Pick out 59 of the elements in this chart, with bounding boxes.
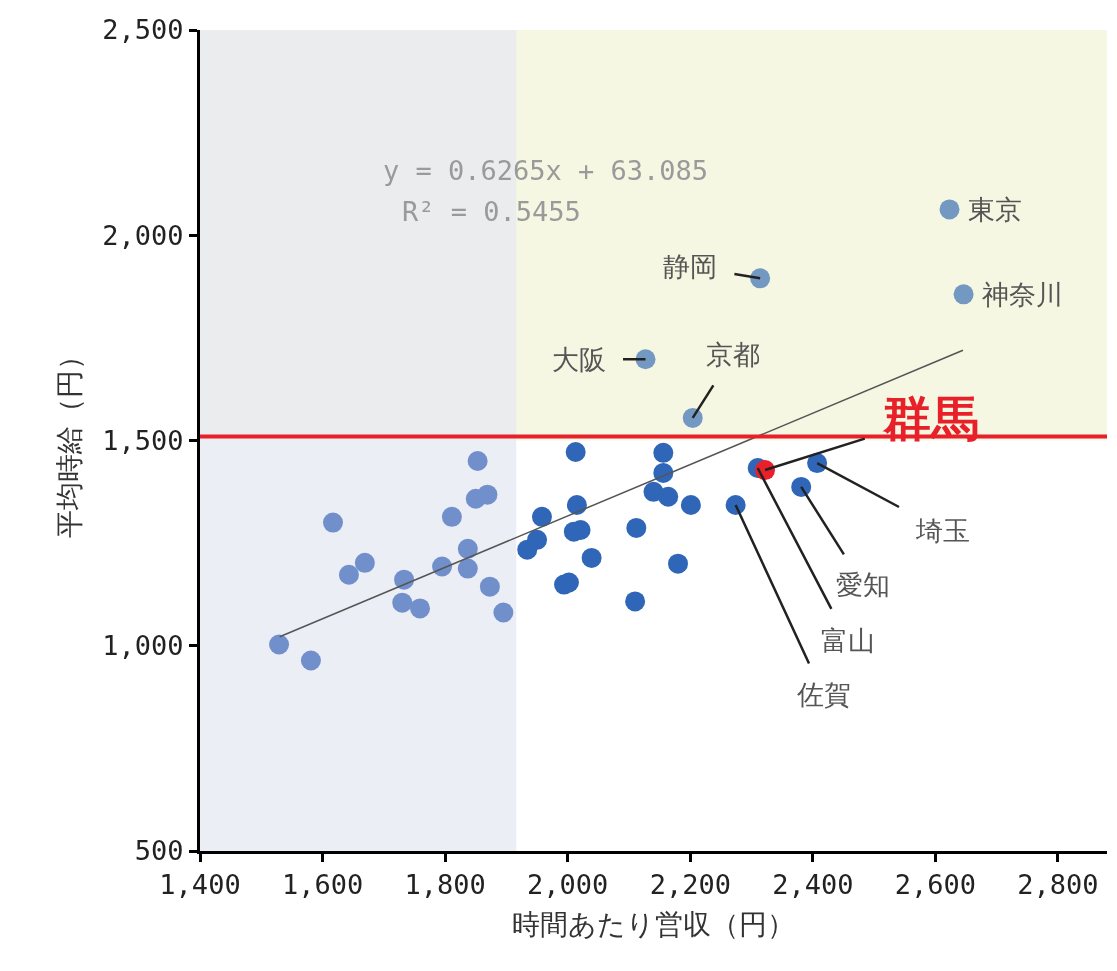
point [479,576,500,597]
point [457,538,478,559]
annotation: 埼玉 [915,515,970,546]
point [323,512,343,533]
point [565,441,586,462]
point [791,476,812,497]
point [939,199,960,220]
point [682,407,703,428]
point [653,442,674,463]
point [354,552,375,573]
point [680,494,701,515]
y-tick-label: 500 [134,835,184,867]
annotation: 愛知 [836,569,890,600]
annotation: 神奈川 [982,279,1063,310]
annotation: 東京 [968,194,1022,225]
point [392,592,413,613]
annotation: R² = 0.5455 [402,196,581,227]
x-tick-label: 2,400 [772,869,854,901]
point [658,486,679,507]
point [457,558,478,579]
point [338,564,359,585]
point [269,634,290,655]
annotation: y = 0.6265x + 63.085 [383,155,709,186]
x-tick-label: 1,400 [159,869,241,901]
annotation: 佐賀 [797,679,851,710]
x-tick-label: 2,200 [649,869,731,901]
point [394,569,415,590]
point [668,553,689,574]
annotation: 京都 [706,339,760,370]
point [626,517,647,538]
x-tick-label: 2,800 [1017,869,1099,901]
x-tick-label: 1,600 [281,869,364,901]
annotation: 富山 [821,625,875,656]
point [566,494,587,515]
point [635,349,656,370]
point [581,547,602,568]
annotation: 静岡 [663,251,717,282]
x-tick-label: 1,800 [404,869,486,901]
y-tick-label: 2,500 [102,14,184,46]
point [410,598,431,619]
point [477,484,498,505]
point [467,451,488,472]
x-tick-label: 2,000 [527,869,609,901]
point [300,650,321,671]
x-tick-label: 2,600 [894,869,977,901]
point [625,591,646,612]
point [517,539,538,560]
annotation: 大阪 [552,344,606,375]
y-tick-label: 1,000 [102,630,184,662]
point [493,602,514,623]
y-axis-title: 平均時給（円） [53,342,87,539]
x-axis-title: 時間あたり営収（円） [512,907,795,941]
y-tick-label: 2,000 [102,219,184,251]
point [953,284,974,305]
point [441,506,462,527]
y-tick-label: 1,500 [102,424,184,456]
point [725,494,746,515]
point [531,506,552,527]
point [750,268,771,289]
